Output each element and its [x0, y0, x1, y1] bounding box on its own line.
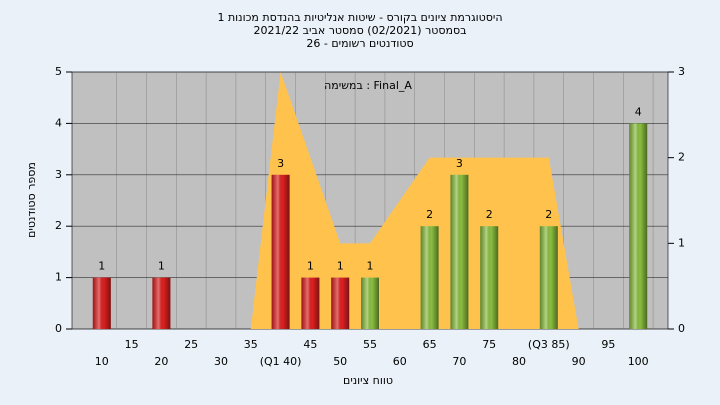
- bar-shade: [301, 277, 320, 329]
- title-line: סטודנטים רשומים - 26: [306, 37, 413, 50]
- bar-shade: [271, 174, 290, 329]
- x-tick-label: 10: [95, 355, 109, 368]
- x-tick-label: 95: [601, 338, 615, 351]
- x-tick-label: 60: [393, 355, 407, 368]
- title-line: בסמסטר (02/2021) סמסטר אביב 2021/22: [253, 24, 466, 37]
- data-label: 3: [456, 157, 463, 170]
- title-line: היסטוגרמת ציונים בקורס - שיטות אנליטיות …: [217, 11, 502, 24]
- data-label: 2: [426, 208, 433, 221]
- data-label: 1: [337, 260, 344, 273]
- x-tick-label: 90: [572, 355, 586, 368]
- x-tick-label: 75: [482, 338, 496, 351]
- data-label: 2: [545, 208, 552, 221]
- x-tick-label: 25: [184, 338, 198, 351]
- x-tick-label: 70: [452, 355, 466, 368]
- bar-shade: [152, 277, 171, 329]
- data-label: 3: [277, 157, 284, 170]
- x-tick-label: 30: [214, 355, 228, 368]
- annotation: במשימה : Final_A: [324, 79, 412, 92]
- y-tick-label: 1: [55, 271, 62, 284]
- y-tick-label: 2: [55, 219, 62, 232]
- y-tick-label: 4: [55, 116, 62, 129]
- data-label: 1: [98, 260, 105, 273]
- x-axis-label: טווח ציונים: [343, 374, 393, 387]
- y-tick-label: 3: [55, 168, 62, 181]
- x-tick-label: 15: [125, 338, 139, 351]
- y-axis-label: מספר סטודנטים: [25, 162, 38, 238]
- data-label: 4: [635, 105, 642, 118]
- data-label: 1: [367, 260, 374, 273]
- y2-tick-label: 3: [678, 65, 685, 78]
- data-label: 1: [158, 260, 165, 273]
- x-tick-label: 50: [333, 355, 347, 368]
- x-tick-label: 80: [512, 355, 526, 368]
- bar-shade: [480, 226, 499, 329]
- y2-tick-label: 2: [678, 151, 685, 164]
- x-tick-label: (Q3 85): [528, 338, 570, 351]
- bar-shade: [539, 226, 558, 329]
- data-label: 2: [486, 208, 493, 221]
- y2-tick-label: 1: [678, 236, 685, 249]
- x-tick-label: 35: [244, 338, 258, 351]
- x-tick-label: 45: [303, 338, 317, 351]
- bar-shade: [450, 174, 469, 329]
- y-tick-label: 5: [55, 65, 62, 78]
- x-tick-label: 20: [154, 355, 168, 368]
- x-tick-label: (Q1 40): [260, 355, 302, 368]
- y2-tick-label: 0: [678, 322, 685, 335]
- x-tick-label: 65: [423, 338, 437, 351]
- bar-shade: [92, 277, 111, 329]
- bar-shade: [629, 123, 648, 330]
- y-tick-label: 0: [55, 322, 62, 335]
- bar-shade: [420, 226, 439, 329]
- x-tick-label: 100: [628, 355, 649, 368]
- x-tick-label: 55: [363, 338, 377, 351]
- data-label: 1: [307, 260, 314, 273]
- bar-shade: [361, 277, 379, 329]
- bar-shade: [331, 277, 350, 329]
